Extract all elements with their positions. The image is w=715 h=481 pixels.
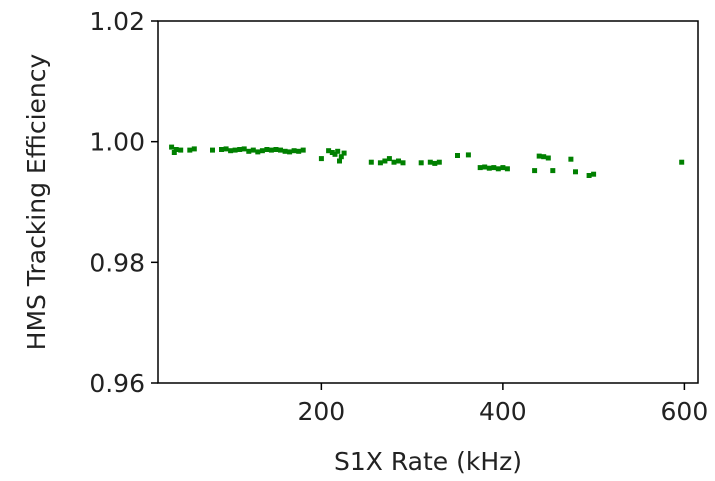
data-point [541, 154, 547, 160]
data-point [187, 147, 193, 153]
x-tick-label: 200 [298, 397, 346, 426]
data-point [268, 147, 274, 153]
data-point [338, 154, 344, 160]
data-point [228, 148, 234, 154]
data-point [223, 146, 229, 152]
data-point [427, 159, 433, 165]
data-point [418, 160, 424, 166]
data-point [264, 147, 270, 152]
y-axis-title: HMS Tracking Efficiency [22, 53, 51, 350]
data-point [171, 150, 177, 155]
data-point [504, 166, 510, 172]
data-point [386, 156, 392, 162]
data-point [232, 147, 238, 153]
data-point [300, 147, 306, 153]
data-point [287, 149, 293, 155]
data-point [210, 147, 215, 153]
y-tick-label: 0.98 [89, 248, 145, 277]
data-point [400, 160, 406, 166]
data-point [495, 166, 501, 172]
data-point [259, 148, 265, 154]
data-point [273, 147, 279, 152]
x-tick-label: 600 [661, 397, 709, 426]
data-point [486, 165, 492, 171]
y-axis: 0.96 0.98 1.00 1.02 [89, 7, 158, 398]
data-point [318, 156, 324, 162]
y-tick-label: 0.96 [89, 369, 145, 398]
data-point [296, 148, 302, 154]
data-point [465, 152, 471, 158]
data-point [436, 159, 442, 165]
data-point [382, 158, 388, 164]
data-point [545, 155, 551, 161]
data-point [568, 156, 574, 162]
data-point [477, 165, 483, 171]
data-point [282, 148, 288, 154]
plot-frame [157, 20, 699, 384]
data-point [500, 165, 506, 171]
data-point [377, 160, 383, 166]
data-point [219, 147, 224, 152]
data-point [341, 150, 347, 156]
data-point [329, 150, 335, 155]
plot-area [169, 144, 685, 178]
data-point [550, 168, 556, 174]
data-point [246, 148, 252, 154]
data-point [455, 153, 460, 158]
data-point [432, 160, 438, 166]
data-point [586, 173, 592, 178]
y-tick-label: 1.00 [89, 128, 145, 157]
data-point [178, 147, 184, 153]
data-point [237, 147, 243, 152]
x-tick-label: 400 [479, 397, 527, 426]
x-axis-title: S1X Rate (kHz) [334, 447, 522, 476]
data-point [326, 148, 332, 154]
data-point [391, 159, 397, 165]
data-point [337, 158, 342, 164]
data-point [491, 165, 497, 171]
data-point [368, 159, 374, 165]
data-point [241, 146, 247, 152]
data-point [396, 158, 401, 164]
data-point [679, 159, 685, 165]
data-point [191, 146, 197, 152]
data-point [532, 168, 538, 174]
data-point [536, 153, 542, 159]
data-point [591, 171, 597, 177]
x-axis: 200 400 600 [298, 383, 709, 426]
data-point [573, 169, 578, 175]
data-point [250, 147, 256, 153]
data-point [278, 147, 283, 153]
data-point [482, 164, 488, 170]
data-point [335, 148, 341, 154]
data-point [173, 147, 179, 152]
y-tick-label: 1.02 [89, 7, 145, 36]
data-point [169, 144, 175, 150]
data-point [291, 148, 297, 154]
data-point [255, 149, 261, 155]
data-point [332, 151, 338, 157]
